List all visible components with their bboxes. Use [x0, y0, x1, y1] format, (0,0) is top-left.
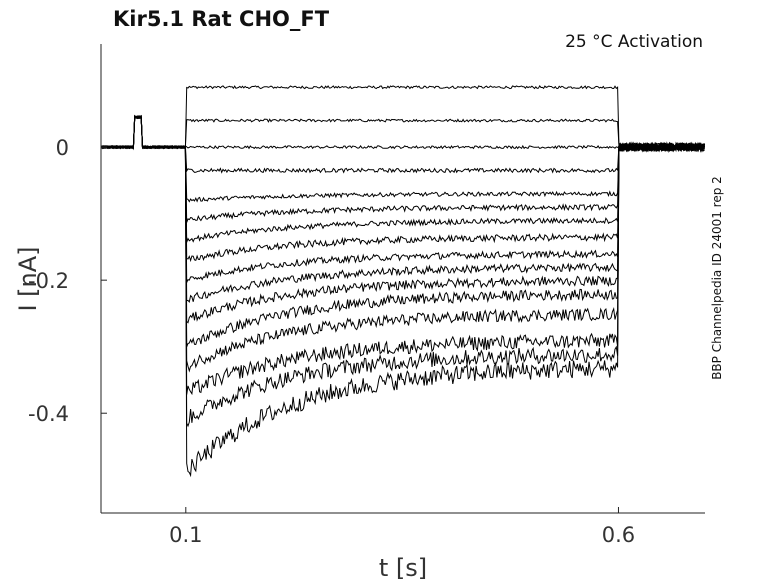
y-tick-label: -0.4 [28, 402, 69, 426]
trace-6 [100, 115, 706, 223]
trace-4 [101, 116, 706, 174]
trace-7 [100, 114, 706, 243]
trace-5 [100, 115, 705, 203]
trace-2 [100, 115, 706, 153]
chart-title: Kir5.1 Rat CHO_FT [113, 7, 330, 31]
y-tick-label: -0.2 [28, 269, 69, 293]
trace-13 [100, 115, 705, 373]
chart-annotation: 25 °C Activation [565, 32, 703, 52]
side-label: BBP Channelpedia ID 24001 rep 2 [710, 176, 724, 380]
x-axis-label: t [s] [379, 554, 427, 582]
trace-3 [100, 116, 706, 153]
traces [100, 85, 706, 478]
x-tick-label: 0.1 [169, 523, 202, 547]
y-tick-label: 0 [56, 136, 69, 160]
trace-15 [100, 116, 706, 428]
trace-16 [100, 115, 705, 478]
trace-1 [100, 85, 706, 153]
trace-12 [100, 114, 706, 347]
x-tick-label: 0.6 [602, 523, 635, 547]
trace-8 [100, 114, 705, 263]
trace-14 [100, 116, 705, 396]
ticks: 0.1 0.6 0 -0.2 -0.4 [28, 136, 635, 547]
y-axis-label: I [nA] [14, 246, 42, 311]
trace-9 [100, 115, 705, 283]
axes [100, 44, 705, 514]
trace-11 [100, 114, 705, 324]
trace-10 [100, 115, 706, 303]
